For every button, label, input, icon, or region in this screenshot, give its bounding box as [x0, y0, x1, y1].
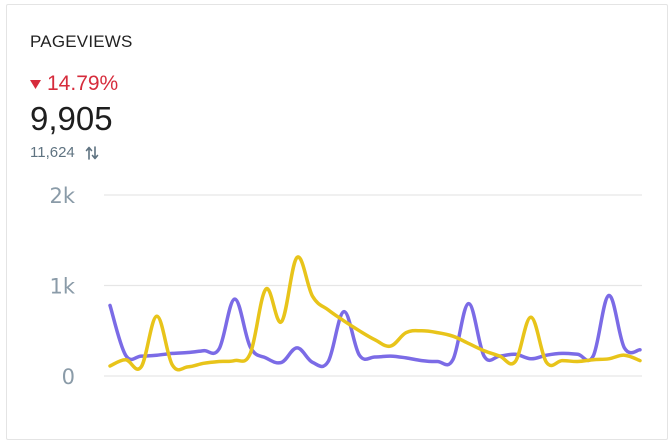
- change-percent: 14.79%: [47, 72, 119, 95]
- chart-series: [108, 255, 642, 372]
- compare-row: 11,624: [30, 144, 99, 161]
- swap-vertical-arrows-icon[interactable]: [85, 145, 99, 161]
- series-line-current[interactable]: [108, 293, 642, 369]
- compare-value: 11,624: [30, 144, 75, 161]
- pageviews-value: 9,905: [30, 100, 113, 137]
- pageviews-card: [6, 4, 668, 440]
- triangle-down-icon: [30, 79, 41, 89]
- y-tick-label: 1k: [49, 275, 75, 299]
- series-line-previous[interactable]: [108, 255, 642, 372]
- chart-grid: 2k 1k 0: [49, 184, 642, 389]
- y-tick-label: 2k: [49, 184, 75, 208]
- y-tick-label: 0: [62, 365, 75, 389]
- widget-title: PAGEVIEWS: [30, 32, 133, 51]
- change-indicator: 14.79%: [30, 72, 118, 96]
